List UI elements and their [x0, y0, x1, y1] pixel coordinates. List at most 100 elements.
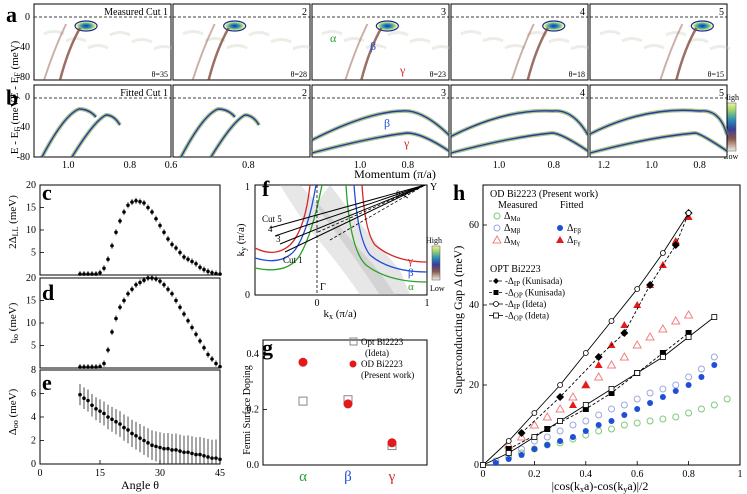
h-point-1-14: [672, 381, 680, 389]
cut-line-3: [279, 184, 426, 245]
h-point-8-6: [634, 370, 641, 376]
point-d-32: [206, 352, 210, 357]
a-label-alpha: α: [330, 31, 337, 45]
h-point-1-13: [659, 385, 667, 393]
ytick-d-2: 10: [26, 318, 36, 329]
a-band-4: [526, 27, 549, 81]
h-point-4-0: [568, 401, 577, 408]
point-c-35: [218, 272, 222, 276]
cut-line-4: [274, 184, 426, 237]
h-ytick-2: 40: [469, 300, 479, 311]
h-point-3-1: [505, 456, 512, 462]
a-noise-5-0: [599, 30, 621, 36]
ytick-d-1: 5: [31, 341, 36, 352]
h-point-4-2: [594, 361, 603, 368]
point-c-19: [154, 216, 158, 221]
h-point-5-3: [620, 329, 629, 337]
b-label-beta: β: [384, 116, 390, 130]
point-c-26: [182, 255, 186, 259]
b-title-3: 3: [441, 88, 446, 99]
point-d-34: [214, 361, 218, 366]
point-c-28: [190, 259, 194, 264]
h-point-0-17: [710, 401, 718, 409]
point-e-15: [138, 436, 142, 440]
xtick-e-2: 30: [155, 468, 165, 479]
h-point-6-2: [582, 406, 589, 412]
a-noise-2-5: [292, 45, 314, 51]
panel-a-ytick-0: 0: [25, 12, 30, 23]
point-c-25: [178, 250, 182, 255]
panel-g: g Fermi Surface Doping: [242, 335, 273, 455]
h-point-8-2: [531, 434, 538, 440]
point-e-10: [118, 422, 122, 426]
b-fit-band-2-4: [450, 132, 589, 154]
panel-b-colorbar-high: High: [723, 93, 739, 102]
a-band-3: [360, 27, 383, 81]
panel-h-xlabel: |cos(kxa)-cos(kya)|/2: [552, 479, 649, 494]
h-point-0-10: [620, 421, 628, 429]
point-c-6: [102, 266, 106, 271]
h-point-2-12: [658, 323, 668, 333]
point-c-9: [114, 230, 118, 235]
ytick-e-4: 8: [31, 365, 36, 376]
h-ytick-3: 60: [469, 220, 479, 231]
point-c-29: [194, 261, 198, 266]
point-c-4: [94, 272, 98, 276]
point-e-8: [110, 417, 114, 422]
point-d-33: [210, 357, 214, 361]
h-point-3-0: [492, 460, 499, 466]
point-d-1: [82, 365, 86, 369]
a-band2-4: [510, 23, 535, 81]
h-point-5-5: [671, 241, 680, 249]
a-noise-3-3: [387, 31, 409, 37]
h-xtick-2: 0.4: [580, 469, 593, 480]
h-point-0-9: [608, 425, 615, 433]
a-noise-3-1: [343, 37, 365, 43]
panel-f-xtick-1: 1: [425, 298, 430, 309]
b-fit-band-2-2: [210, 114, 260, 158]
h-point-2-5: [568, 391, 578, 401]
b-title-4: 4: [580, 88, 585, 99]
h-point-8-4: [582, 402, 589, 408]
point-d-3: [90, 365, 94, 369]
ytick-d-3: 15: [26, 296, 36, 307]
h-legend-opt-marker-2: [493, 301, 499, 307]
g-category-0: α: [299, 469, 307, 485]
point-d-14: [134, 282, 138, 287]
ytick-c-2: 10: [26, 225, 36, 236]
h-point-1-11: [633, 395, 641, 403]
cut-label-4: 4: [268, 224, 273, 234]
a-label-beta: β: [370, 39, 376, 53]
a-noise-4-4: [548, 38, 570, 44]
point-c-30: [198, 265, 202, 270]
point-d-2: [86, 365, 90, 369]
panel-b-ytick-1: -40: [17, 122, 30, 133]
point-d-20: [158, 279, 162, 283]
h-point-0-8: [595, 427, 603, 435]
h-legend-f-sym-0: ΔFβ: [567, 223, 581, 235]
h-point-3-7: [582, 428, 589, 434]
a-band-5: [675, 27, 698, 81]
doping-plot: 0.0 0.2 0.4 α β γ Opt Bi2223(Ideta)OD Bi2223(P…: [247, 337, 428, 485]
a-noise-4-5: [570, 45, 592, 51]
h-point-1-5: [556, 427, 564, 435]
point-d-0: [78, 365, 82, 369]
point-e-7: [106, 415, 110, 419]
fs-alpha-label: α: [408, 281, 414, 293]
h-point-7-1: [505, 438, 512, 444]
point-c-21: [162, 230, 166, 235]
h-point-8-9: [711, 314, 718, 320]
h-point-1-12: [646, 389, 654, 397]
h-legend-m-marker-2: [492, 234, 502, 244]
point-e-5: [98, 409, 102, 413]
a-noise-3-4: [409, 38, 431, 44]
h-point-0-15: [685, 409, 693, 417]
h-legend-fitted: Fitted: [560, 200, 583, 211]
h-point-4-4: [620, 321, 629, 328]
a-theta-3: θ=23: [430, 70, 446, 79]
fs-beta-curve: [254, 184, 317, 262]
h-point-6-0: [505, 446, 512, 452]
h-point-4-8: [671, 237, 680, 244]
point-c-2: [86, 272, 90, 276]
